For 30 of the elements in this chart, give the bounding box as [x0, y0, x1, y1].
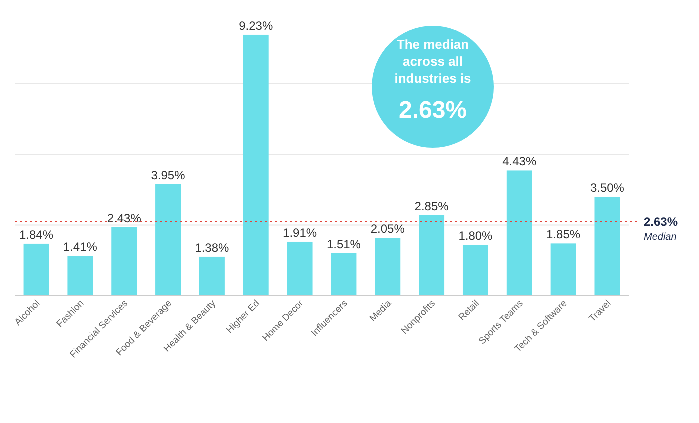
data-label: 2.43% — [107, 211, 142, 226]
bar — [243, 34, 269, 296]
data-label: 1.51% — [326, 237, 362, 252]
data-label: 1.91% — [283, 226, 318, 240]
bar — [419, 215, 445, 296]
bar — [462, 245, 488, 296]
bar — [594, 197, 620, 296]
bar — [199, 256, 225, 296]
data-label: 9.23% — [239, 18, 274, 33]
annotation: The median across all industries is 2.63% — [394, 37, 472, 124]
data-label: 1.80% — [458, 229, 494, 244]
data-label: 1.38% — [195, 240, 230, 255]
bar — [331, 253, 357, 296]
bar — [112, 227, 138, 296]
data-label: 4.43% — [502, 154, 537, 169]
data-label: 1.41% — [63, 240, 98, 254]
ref-line-label: 2.63% Median — [644, 214, 678, 244]
data-label: 3.50% — [590, 181, 625, 196]
bar — [375, 238, 401, 296]
data-label: 1.85% — [546, 228, 581, 242]
bar — [287, 242, 313, 296]
bar — [68, 256, 94, 296]
data-label: 2.85% — [414, 199, 450, 214]
bar — [24, 244, 50, 296]
bar — [156, 184, 182, 296]
bar — [550, 244, 576, 296]
data-label: 3.95% — [151, 168, 186, 182]
data-label: 2.05% — [370, 222, 406, 236]
bar — [506, 170, 532, 296]
data-label: 1.84% — [20, 228, 54, 242]
